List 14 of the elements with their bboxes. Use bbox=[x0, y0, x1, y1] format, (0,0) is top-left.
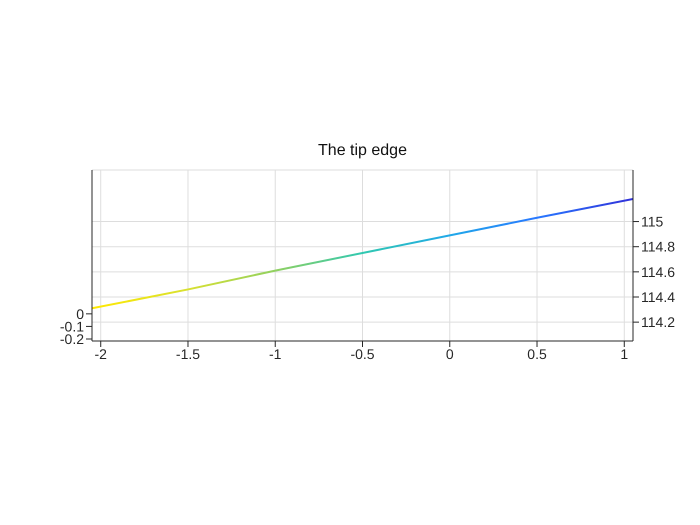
x-tick-label: 1 bbox=[620, 346, 628, 362]
y-tick-label: 114.2 bbox=[641, 314, 676, 330]
y-tick-label: 114.6 bbox=[641, 264, 676, 280]
x-tick-label: -1 bbox=[269, 346, 282, 362]
x-tick-label: -2 bbox=[94, 346, 108, 362]
line-series bbox=[92, 198, 633, 310]
x-tick-label: -1.5 bbox=[176, 346, 200, 362]
y-tick-label: 115 bbox=[641, 214, 664, 230]
y-tick-label: 114.8 bbox=[641, 238, 676, 255]
chart-title: The tip edge bbox=[317, 142, 408, 160]
x-tick-label: 0 bbox=[446, 346, 454, 362]
x-tick-label: 0.5 bbox=[527, 346, 547, 362]
x-tick-label: -0.5 bbox=[350, 346, 375, 362]
y-tick-label: 114.4 bbox=[641, 288, 676, 305]
